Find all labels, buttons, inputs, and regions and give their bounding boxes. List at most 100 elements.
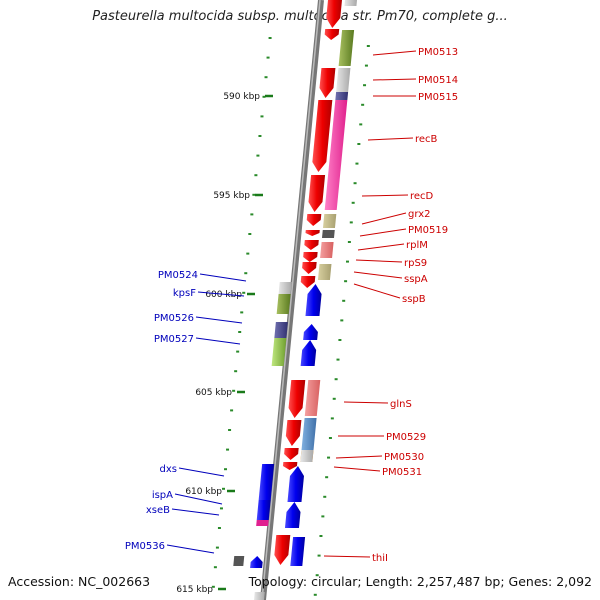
cog-band xyxy=(258,464,275,500)
cog-band xyxy=(304,380,321,416)
forward-gene-arrow xyxy=(288,380,306,418)
gene-label-left: ispA xyxy=(152,490,173,501)
cog-band xyxy=(324,100,348,210)
gene-label-right: PM0529 xyxy=(386,432,426,443)
gene-label-right: grx2 xyxy=(408,209,430,220)
label-leader-line xyxy=(359,228,407,237)
gene-features xyxy=(233,0,357,600)
label-leader-line xyxy=(353,283,401,299)
gene-label-left: PM0524 xyxy=(158,270,198,281)
scale-ticks-right xyxy=(313,45,370,596)
gene-label-right: PM0515 xyxy=(418,92,458,103)
gene-label-left: PM0536 xyxy=(125,541,165,552)
gene-label-left: xseB xyxy=(146,505,170,516)
genome-backbone-highlight xyxy=(261,0,321,600)
label-leader-line xyxy=(333,466,381,472)
label-leader-line xyxy=(335,455,383,459)
label-leader-line xyxy=(343,401,389,404)
forward-gene-arrow xyxy=(284,448,299,460)
gene-label-right: glnS xyxy=(390,399,412,410)
gene-label-right: PM0514 xyxy=(418,75,458,86)
cog-band xyxy=(290,537,306,566)
label-leader-line xyxy=(323,555,371,558)
gene-label-right: recD xyxy=(410,191,434,202)
cog-band xyxy=(335,92,349,100)
cog-band xyxy=(254,592,265,600)
forward-gene-arrow xyxy=(303,252,318,262)
gene-label-right: PM0519 xyxy=(408,225,448,236)
gene-label-right: sspA xyxy=(404,274,428,285)
scale-label: 610 kbp xyxy=(185,487,222,497)
forward-gene-arrow xyxy=(300,276,316,288)
cog-band xyxy=(256,520,269,526)
label-leader-line xyxy=(361,194,409,197)
reverse-gene-arrow xyxy=(287,466,304,502)
gene-label-left: kpsF xyxy=(173,288,196,299)
scale-label: 595 kbp xyxy=(213,191,250,201)
gene-label-left: PM0527 xyxy=(154,334,194,345)
scale-label: 600 kbp xyxy=(205,290,242,300)
cog-band xyxy=(338,30,355,66)
label-leader-line xyxy=(199,273,247,282)
scale-ticks-left xyxy=(211,37,272,588)
gene-label-left: PM0526 xyxy=(154,313,194,324)
label-leader-line xyxy=(372,78,417,81)
label-leader-line xyxy=(195,316,243,324)
forward-gene-arrow xyxy=(282,462,298,470)
label-leader-line xyxy=(355,259,403,263)
forward-gene-arrow xyxy=(304,240,319,250)
reverse-gene-arrow xyxy=(284,502,301,528)
cog-band xyxy=(317,264,332,280)
gene-labels: PM0513 PM0514 PM0515 recB recD grx2 PM0519 rplM… xyxy=(125,47,458,564)
cog-band xyxy=(233,556,245,566)
cog-band xyxy=(321,230,335,238)
cog-band xyxy=(322,214,337,228)
forward-gene-arrow xyxy=(302,262,317,274)
gene-label-right: rplM xyxy=(406,240,428,251)
gene-label-right: PM0531 xyxy=(382,467,422,478)
gene-label-right: thiI xyxy=(372,553,388,564)
label-leader-line xyxy=(361,212,407,225)
scale-label: 605 kbp xyxy=(195,388,232,398)
gene-label-right: sspB xyxy=(402,294,426,305)
map-title: Pasteurella multocida subsp. multocida s… xyxy=(92,9,508,24)
cog-band xyxy=(344,0,357,6)
cog-band xyxy=(276,294,291,314)
cog-band xyxy=(301,418,317,450)
label-leader-line xyxy=(166,544,215,554)
scale-label: 590 kbp xyxy=(223,92,260,102)
reverse-gene-arrow xyxy=(305,284,322,316)
cog-band xyxy=(274,322,288,338)
cog-band xyxy=(271,338,287,366)
reverse-gene-arrow xyxy=(250,556,263,568)
genome-backbone xyxy=(260,0,324,600)
gene-label-right: PM0530 xyxy=(384,452,424,463)
scale-labels: 590 kbp 595 kbp 600 kbp 605 kbp 610 kbp 615 k… xyxy=(176,92,273,595)
cog-band xyxy=(256,500,271,520)
label-leader-line xyxy=(357,243,405,251)
forward-gene-arrow xyxy=(319,68,336,98)
cog-band xyxy=(278,282,292,296)
label-leader-line xyxy=(174,493,223,505)
accession-text: Accession: NC_002663 xyxy=(8,574,151,589)
label-leader-line xyxy=(372,50,417,56)
scale-label: 615 kbp xyxy=(176,585,213,595)
forward-gene-arrow xyxy=(285,420,302,446)
gene-label-right: rpS9 xyxy=(404,258,427,269)
reverse-gene-arrow xyxy=(303,324,318,340)
gene-label-left: dxs xyxy=(160,464,177,475)
forward-gene-arrow xyxy=(305,230,320,236)
reverse-gene-arrow xyxy=(300,340,317,366)
label-leader-line xyxy=(353,271,403,279)
forward-gene-arrow xyxy=(306,214,322,226)
gene-label-right: PM0513 xyxy=(418,47,458,58)
label-leader-line xyxy=(197,291,245,297)
cog-band xyxy=(336,68,351,92)
label-leader-line xyxy=(195,337,241,345)
forward-gene-arrow xyxy=(274,535,291,565)
cog-band xyxy=(300,450,314,462)
forward-gene-arrow xyxy=(312,100,333,172)
label-leader-line xyxy=(171,508,220,516)
forward-gene-arrow xyxy=(324,29,340,40)
